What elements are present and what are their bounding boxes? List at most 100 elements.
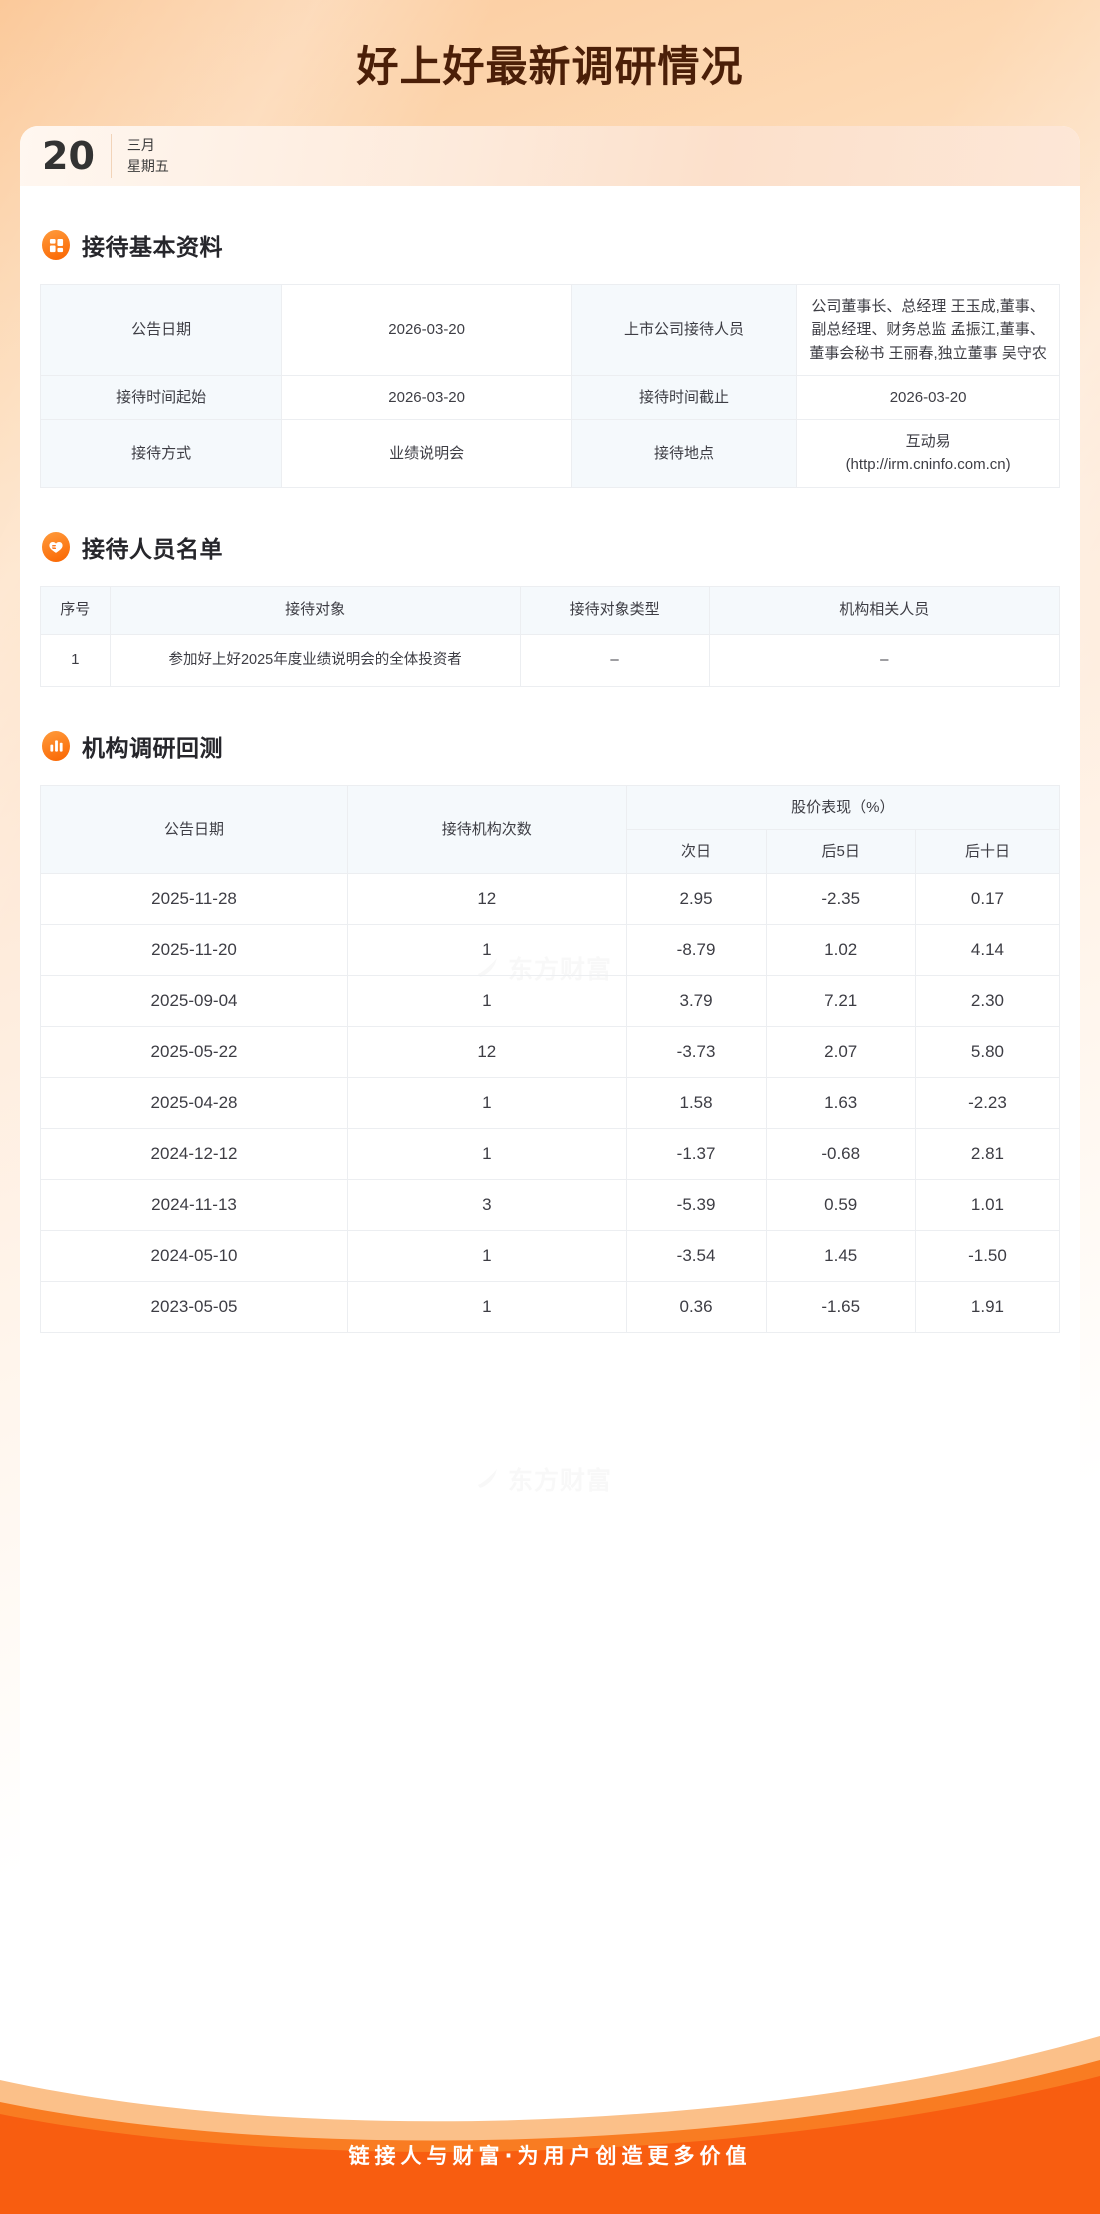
cell-next-day: 3.79 bbox=[625, 975, 767, 1027]
column-header-related-personnel: 机构相关人员 bbox=[708, 585, 1061, 635]
page-title: 好上好最新调研情况 bbox=[356, 41, 744, 91]
cell-count: 1 bbox=[347, 1230, 627, 1282]
date-divider bbox=[110, 134, 112, 178]
cell-after-10-days: 4.14 bbox=[914, 924, 1061, 976]
table-header-row: 公告日期 接待机构次数 股价表现（%） bbox=[39, 784, 1061, 874]
cell-date: 2025-11-28 bbox=[39, 873, 349, 925]
table-row: 2023-05-05 1 0.36 -1.65 1.91 bbox=[39, 1281, 1061, 1333]
table-row: 1 参加好上好2025年度业绩说明会的全体投资者 – – bbox=[40, 633, 1061, 687]
cell-next-day: -5.39 bbox=[625, 1179, 767, 1231]
date-weekday: 星期五 bbox=[126, 157, 169, 174]
handshake-icon bbox=[42, 531, 70, 562]
cell-next-day: -3.54 bbox=[625, 1230, 767, 1282]
cell-date: 2025-04-28 bbox=[39, 1077, 349, 1129]
column-header-object-type: 接待对象类型 bbox=[519, 585, 710, 635]
cell-after-10-days: -2.23 bbox=[914, 1077, 1061, 1129]
cell-value: 互动易 (http://irm.cninfo.com.cn) bbox=[796, 419, 1060, 488]
column-header-index: 序号 bbox=[40, 585, 111, 635]
table-row: 2025-11-20 1 -8.79 1.02 4.14 bbox=[39, 924, 1061, 976]
cell-next-day: 1.58 bbox=[625, 1077, 767, 1129]
section-title: 接待人员名单 bbox=[82, 536, 223, 563]
cell-date: 2023-05-05 bbox=[39, 1281, 349, 1333]
cell-after-5-days: 7.21 bbox=[765, 975, 916, 1027]
table-row: 2024-12-12 1 -1.37 -0.68 2.81 bbox=[39, 1128, 1061, 1180]
table-row: 2025-11-28 12 2.95 -2.35 0.17 bbox=[39, 873, 1061, 925]
cell-label: 接待方式 bbox=[39, 419, 283, 488]
section-backtest: 机构调研回测 公告日期 接待机构次数 股价表现（%） 次日 bbox=[39, 687, 1061, 1333]
cell-value: 公司董事长、总经理 王玉成,董事、副总经理、财务总监 孟振江,董事、董事会秘书 … bbox=[796, 284, 1060, 376]
table-row: 2024-11-13 3 -5.39 0.59 1.01 bbox=[39, 1179, 1061, 1231]
date-badge: 20 三月 星期五 bbox=[20, 126, 1080, 186]
cell-value: 2026-03-20 bbox=[796, 374, 1060, 421]
cell-object-type: – bbox=[519, 633, 710, 687]
cell-after-5-days: -0.68 bbox=[765, 1128, 916, 1180]
table-row: 2025-09-04 1 3.79 7.21 2.30 bbox=[39, 975, 1061, 1027]
backtest-table-body: 2025-11-28 12 2.95 -2.35 0.17 2025-11-20… bbox=[39, 873, 1061, 1333]
column-header-after-5-days: 后5日 bbox=[765, 828, 916, 875]
column-header-object: 接待对象 bbox=[109, 585, 521, 635]
cell-next-day: 2.95 bbox=[625, 873, 767, 925]
cell-after-10-days: 1.91 bbox=[914, 1281, 1061, 1333]
cell-object: 参加好上好2025年度业绩说明会的全体投资者 bbox=[109, 633, 521, 687]
date-month: 三月 bbox=[126, 137, 155, 153]
cell-count: 1 bbox=[347, 1128, 627, 1180]
cell-after-5-days: 1.02 bbox=[765, 924, 916, 976]
cell-label: 公告日期 bbox=[39, 284, 283, 376]
cell-date: 2024-12-12 bbox=[39, 1128, 349, 1180]
cell-label: 上市公司接待人员 bbox=[570, 284, 798, 376]
cell-after-5-days: 2.07 bbox=[765, 1026, 916, 1078]
section-title: 机构调研回测 bbox=[82, 735, 223, 762]
basic-info-table: 公告日期 2026-03-20 上市公司接待人员 公司董事长、总经理 王玉成,董… bbox=[39, 284, 1060, 488]
table-row: 2025-04-28 1 1.58 1.63 -2.23 bbox=[39, 1077, 1061, 1129]
cell-date: 2025-09-04 bbox=[39, 975, 349, 1027]
cell-date: 2024-11-13 bbox=[39, 1179, 349, 1231]
cell-after-10-days: 1.01 bbox=[914, 1179, 1061, 1231]
cell-value: 2026-03-20 bbox=[281, 284, 572, 376]
section-title: 接待基本资料 bbox=[82, 235, 223, 261]
cell-value: 2026-03-20 bbox=[281, 374, 572, 421]
table-row: 接待方式 业绩说明会 接待地点 互动易 (http://irm.cninfo.c… bbox=[39, 419, 1060, 488]
cell-index: 1 bbox=[40, 633, 111, 687]
table-header-row: 次日 后5日 后十日 bbox=[41, 828, 1061, 875]
cell-count: 1 bbox=[347, 1281, 627, 1333]
cell-after-10-days: 2.30 bbox=[914, 975, 1061, 1027]
footer-wave-decoration bbox=[0, 2036, 1100, 2214]
cell-count: 12 bbox=[347, 873, 627, 925]
page-header: 好上好最新调研情况 bbox=[0, 0, 1100, 126]
table-row: 2025-05-22 12 -3.73 2.07 5.80 bbox=[39, 1026, 1061, 1078]
cell-date: 2025-05-22 bbox=[39, 1026, 349, 1078]
column-header-after-10-days: 后十日 bbox=[914, 828, 1061, 875]
cell-next-day: -1.37 bbox=[625, 1128, 767, 1180]
cell-label: 接待时间起始 bbox=[39, 374, 283, 421]
cell-count: 1 bbox=[347, 975, 627, 1027]
cell-label: 接待地点 bbox=[570, 419, 798, 488]
table-header-row: 序号 接待对象 接待对象类型 机构相关人员 bbox=[40, 585, 1061, 635]
reception-list-table: 序号 接待对象 接待对象类型 机构相关人员 1 参加好上好2025年度业绩说明会… bbox=[40, 585, 1061, 687]
cell-count: 3 bbox=[347, 1179, 627, 1231]
page-footer: 链接人与财富·为用户创造更多价值 bbox=[0, 2018, 1100, 2214]
column-header-next-day: 次日 bbox=[625, 828, 767, 875]
cell-related-personnel: – bbox=[708, 633, 1061, 687]
cell-next-day: -3.73 bbox=[625, 1026, 767, 1078]
section-basic-info: 接待基本资料 公告日期 2026-03-20 上市公司接待人员 公司董事长、总经… bbox=[39, 186, 1060, 488]
card-body: 东方财富 东方财富 东方财富 bbox=[20, 186, 1080, 1495]
backtest-table: 公告日期 接待机构次数 股价表现（%） 次日 后5日 后十日 2025-11-2… bbox=[39, 784, 1061, 1333]
section-header: 接待基本资料 bbox=[40, 186, 1060, 284]
cell-date: 2025-11-20 bbox=[39, 924, 349, 976]
cell-after-5-days: 1.45 bbox=[765, 1230, 916, 1282]
date-day: 20 bbox=[42, 134, 95, 178]
cell-date: 2024-05-10 bbox=[39, 1230, 349, 1282]
table-row: 公告日期 2026-03-20 上市公司接待人员 公司董事长、总经理 王玉成,董… bbox=[39, 284, 1060, 376]
cell-after-10-days: -1.50 bbox=[914, 1230, 1061, 1282]
content-card: 20 三月 星期五 东方财富 东方财富 bbox=[20, 126, 1080, 1926]
table-row: 2024-05-10 1 -3.54 1.45 -1.50 bbox=[39, 1230, 1061, 1282]
grid-icon bbox=[42, 230, 70, 260]
table-row: 接待时间起始 2026-03-20 接待时间截止 2026-03-20 bbox=[39, 374, 1060, 421]
cell-after-5-days: 0.59 bbox=[765, 1179, 916, 1231]
watermark: 东方财富 bbox=[475, 1461, 612, 1497]
cell-after-5-days: -1.65 bbox=[765, 1281, 916, 1333]
cell-after-10-days: 5.80 bbox=[914, 1026, 1061, 1078]
cell-after-10-days: 2.81 bbox=[914, 1128, 1061, 1180]
cell-next-day: 0.36 bbox=[625, 1281, 767, 1333]
